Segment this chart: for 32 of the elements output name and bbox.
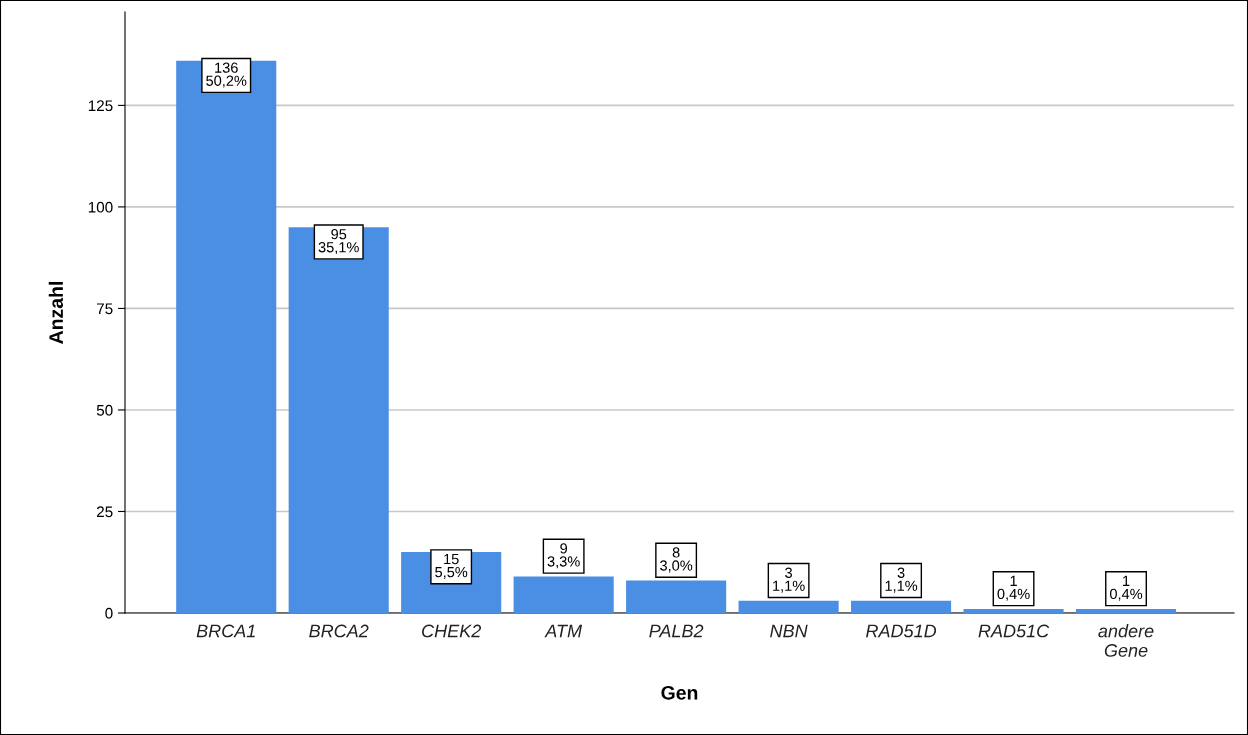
x-tick-label: RAD51C	[978, 624, 1050, 638]
x-tick-label: PALB2	[649, 624, 704, 638]
data-label: 9 3,3%	[547, 543, 580, 569]
data-label: 8 3,0%	[660, 547, 693, 573]
bar	[851, 600, 952, 613]
x-tick-label: BRCA1	[196, 624, 255, 638]
y-tick-label: 125	[88, 100, 113, 112]
x-tick-label: ATM	[544, 624, 583, 638]
x-tick-label: RAD51D	[866, 624, 937, 638]
data-label: 136 50,2%	[206, 62, 247, 88]
data-label: 95 35,1%	[318, 229, 359, 255]
x-tick-label: BRCA2	[309, 624, 369, 638]
bar	[738, 600, 839, 613]
x-axis-title: Gen	[661, 685, 698, 700]
bar	[963, 608, 1064, 613]
data-label: 1 0,4%	[997, 575, 1030, 601]
y-tick-label: 0	[105, 607, 113, 619]
bar	[513, 576, 614, 613]
y-tick-label: 50	[96, 404, 113, 416]
y-tick-label: 100	[88, 201, 113, 213]
y-tick-label: 75	[96, 303, 113, 315]
data-label: 3 1,1%	[885, 567, 918, 593]
x-tick-label: NBN	[770, 624, 808, 638]
data-label: 3 1,1%	[773, 567, 805, 593]
x-tick-label: CHEK2	[422, 624, 482, 638]
bar	[1075, 608, 1177, 613]
data-label: 1 0,4%	[1109, 575, 1143, 601]
data-label: 15 5,5%	[435, 554, 468, 579]
y-axis-title: Anzahl	[48, 282, 64, 344]
y-tick-label: 25	[96, 506, 113, 518]
bar	[626, 580, 727, 613]
x-tick-label: andere Gene	[1098, 624, 1154, 657]
